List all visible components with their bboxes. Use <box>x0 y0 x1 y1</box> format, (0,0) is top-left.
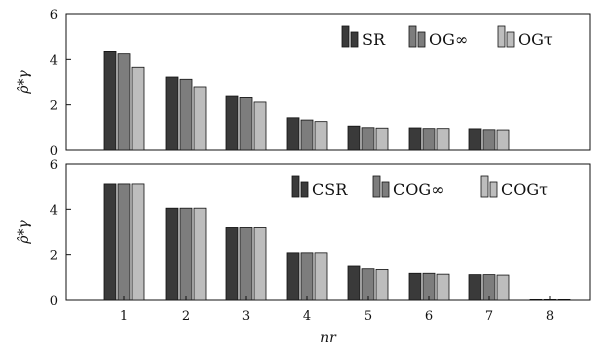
y-tick-label: 6 <box>50 8 58 23</box>
bar-CSR-5 <box>347 265 361 301</box>
bar-COGτ-6 <box>436 273 450 301</box>
bar-CSR-7 <box>468 274 482 301</box>
legend-label: COG∞ <box>393 180 444 199</box>
plot-frame <box>65 163 591 301</box>
bar-CSR-1 <box>103 183 117 301</box>
bar-COGτ-3 <box>253 227 267 301</box>
bar-OGτ-7 <box>496 129 510 151</box>
bar-SR-7 <box>468 128 482 151</box>
bar-COGτ-4 <box>314 252 328 301</box>
bar-SR-1 <box>103 51 117 151</box>
bar-SR-4 <box>286 117 300 151</box>
bar-COG∞-1 <box>117 183 131 301</box>
legend-swatch-tall <box>291 175 300 198</box>
bar-CSR-8 <box>529 298 543 301</box>
bar-COGτ-1 <box>131 183 145 301</box>
plot-frame <box>65 13 591 151</box>
x-tick-label: 5 <box>364 309 372 324</box>
y-tick-label: 2 <box>50 249 58 264</box>
bar-CSR-4 <box>286 252 300 301</box>
bar-COGτ-2 <box>193 207 207 301</box>
legend-swatch-tall <box>480 175 489 198</box>
y-tick-label: 0 <box>50 144 58 159</box>
legend-swatch-tall <box>341 25 350 48</box>
chart-panel-2: 0 2 4 6 ρ̂*γ CSR COG∞ COGτ 1 2 3 4 5 6 7 8 nr <box>16 158 591 346</box>
chart-panel-1: 0 2 4 6 ρ̂*γ SR OG∞ OGτ <box>16 8 591 159</box>
bar-CSR-2 <box>165 207 179 301</box>
x-tick-label: 3 <box>242 309 250 324</box>
bar-OG∞-2 <box>179 78 193 151</box>
legend-label: CSR <box>312 180 348 199</box>
legend-swatch-tall <box>372 175 381 198</box>
x-tick-label: 1 <box>120 309 128 324</box>
bar-OGτ-6 <box>436 128 450 151</box>
y-tick-label: 4 <box>50 203 58 218</box>
bar-OGτ-5 <box>375 127 389 151</box>
bar-OG∞-7 <box>482 129 496 151</box>
legend-swatch-tall <box>497 25 506 48</box>
bar-COGτ-5 <box>375 268 389 301</box>
bar-CSR-3 <box>225 227 239 301</box>
x-tick-label: 6 <box>425 309 433 324</box>
y-tick-label: 0 <box>50 294 58 309</box>
legend-label: OG∞ <box>429 30 468 49</box>
y-axis-title: ρ̂*γ <box>16 70 32 95</box>
bar-CSR-6 <box>408 272 422 301</box>
x-tick-label: 4 <box>303 309 311 324</box>
bar-OGτ-4 <box>314 121 328 151</box>
legend-swatch-short <box>489 181 498 198</box>
legend-swatch-short <box>417 31 426 48</box>
bar-OG∞-5 <box>361 127 375 151</box>
bar-OGτ-2 <box>193 86 207 151</box>
bar-COG∞-6 <box>422 272 436 301</box>
legend-swatch-short <box>506 31 515 48</box>
bar-OGτ-1 <box>131 66 145 151</box>
x-tick-label: 7 <box>485 309 493 324</box>
x-tick-label: 8 <box>546 309 554 324</box>
bar-SR-3 <box>225 95 239 151</box>
legend-label: COGτ <box>501 180 548 199</box>
legend-swatch-short <box>381 181 390 198</box>
bar-OG∞-6 <box>422 128 436 151</box>
bar-COGτ-7 <box>496 274 510 301</box>
bar-OG∞-3 <box>239 97 253 151</box>
y-tick-label: 4 <box>50 53 58 68</box>
bar-COG∞-5 <box>361 268 375 301</box>
bar-SR-5 <box>347 125 361 151</box>
bar-SR-2 <box>165 76 179 151</box>
bar-COGτ-8 <box>557 298 571 301</box>
bar-COG∞-3 <box>239 227 253 301</box>
legend-swatch-short <box>300 181 309 198</box>
bar-COG∞-2 <box>179 207 193 301</box>
bar-OGτ-3 <box>253 101 267 151</box>
legend-label: SR <box>362 30 386 49</box>
legend-label: OGτ <box>518 30 553 49</box>
y-tick-label: 2 <box>50 99 58 114</box>
legend-swatch-tall <box>408 25 417 48</box>
x-tick-label: 2 <box>182 309 190 324</box>
y-axis-title: ρ̂*γ <box>16 220 32 245</box>
bar-OG∞-4 <box>300 119 314 151</box>
bar-COG∞-4 <box>300 252 314 301</box>
bar-OG∞-1 <box>117 53 131 151</box>
x-axis-title: nr <box>320 330 337 346</box>
bar-SR-6 <box>408 127 422 151</box>
y-tick-label: 6 <box>50 158 58 173</box>
legend-swatch-short <box>350 31 359 48</box>
